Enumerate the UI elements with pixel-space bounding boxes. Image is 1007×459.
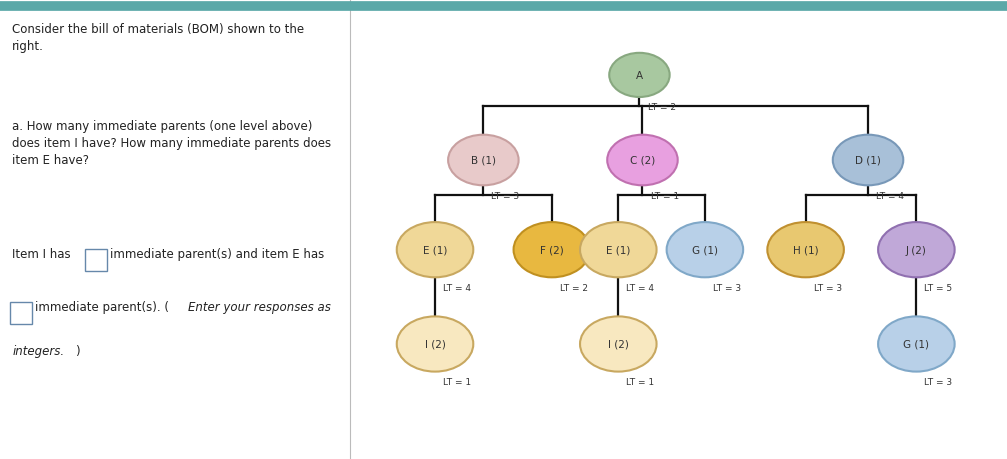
Text: Consider the bill of materials (BOM) shown to the
right.: Consider the bill of materials (BOM) sho… — [12, 23, 304, 53]
Text: LT = 4: LT = 4 — [876, 191, 904, 201]
FancyBboxPatch shape — [85, 249, 107, 272]
Text: D (1): D (1) — [855, 156, 881, 166]
Text: F (2): F (2) — [540, 245, 564, 255]
Text: LT = 3: LT = 3 — [814, 283, 842, 292]
FancyBboxPatch shape — [10, 302, 32, 325]
Ellipse shape — [580, 317, 657, 372]
Ellipse shape — [514, 223, 590, 278]
Text: LT = 3: LT = 3 — [924, 377, 953, 386]
Text: E (1): E (1) — [423, 245, 447, 255]
Text: LT = 3: LT = 3 — [713, 283, 741, 292]
Ellipse shape — [580, 223, 657, 278]
Text: J (2): J (2) — [906, 245, 926, 255]
Text: LT = 1: LT = 1 — [443, 377, 471, 386]
Ellipse shape — [397, 223, 473, 278]
Ellipse shape — [397, 317, 473, 372]
Text: integers.: integers. — [12, 344, 64, 357]
Text: LT = 3: LT = 3 — [491, 191, 520, 201]
Text: LT = 4: LT = 4 — [626, 283, 655, 292]
Text: LT = 5: LT = 5 — [924, 283, 953, 292]
Ellipse shape — [609, 54, 670, 98]
Ellipse shape — [878, 223, 955, 278]
Text: Enter your responses as: Enter your responses as — [188, 301, 331, 313]
Ellipse shape — [448, 135, 519, 186]
Ellipse shape — [607, 135, 678, 186]
Text: G (1): G (1) — [903, 339, 929, 349]
Text: C (2): C (2) — [629, 156, 656, 166]
Ellipse shape — [833, 135, 903, 186]
Text: LT = 1: LT = 1 — [626, 377, 655, 386]
Text: ): ) — [75, 344, 80, 357]
Text: I (2): I (2) — [425, 339, 445, 349]
Text: a. How many immediate parents (one level above)
does item I have? How many immed: a. How many immediate parents (one level… — [12, 119, 331, 166]
Text: H (1): H (1) — [793, 245, 819, 255]
Text: B (1): B (1) — [471, 156, 495, 166]
Text: LT = 2: LT = 2 — [648, 103, 676, 112]
Ellipse shape — [878, 317, 955, 372]
Text: LT = 4: LT = 4 — [443, 283, 471, 292]
Ellipse shape — [667, 223, 743, 278]
Text: G (1): G (1) — [692, 245, 718, 255]
Text: I (2): I (2) — [608, 339, 628, 349]
Text: immediate parent(s) and item E has: immediate parent(s) and item E has — [110, 248, 324, 261]
Text: LT = 2: LT = 2 — [560, 283, 588, 292]
Text: immediate parent(s). (: immediate parent(s). ( — [35, 301, 169, 313]
Text: E (1): E (1) — [606, 245, 630, 255]
Text: Item I has: Item I has — [12, 248, 75, 261]
Text: LT = 1: LT = 1 — [651, 191, 679, 201]
Ellipse shape — [767, 223, 844, 278]
Text: A: A — [635, 71, 643, 81]
